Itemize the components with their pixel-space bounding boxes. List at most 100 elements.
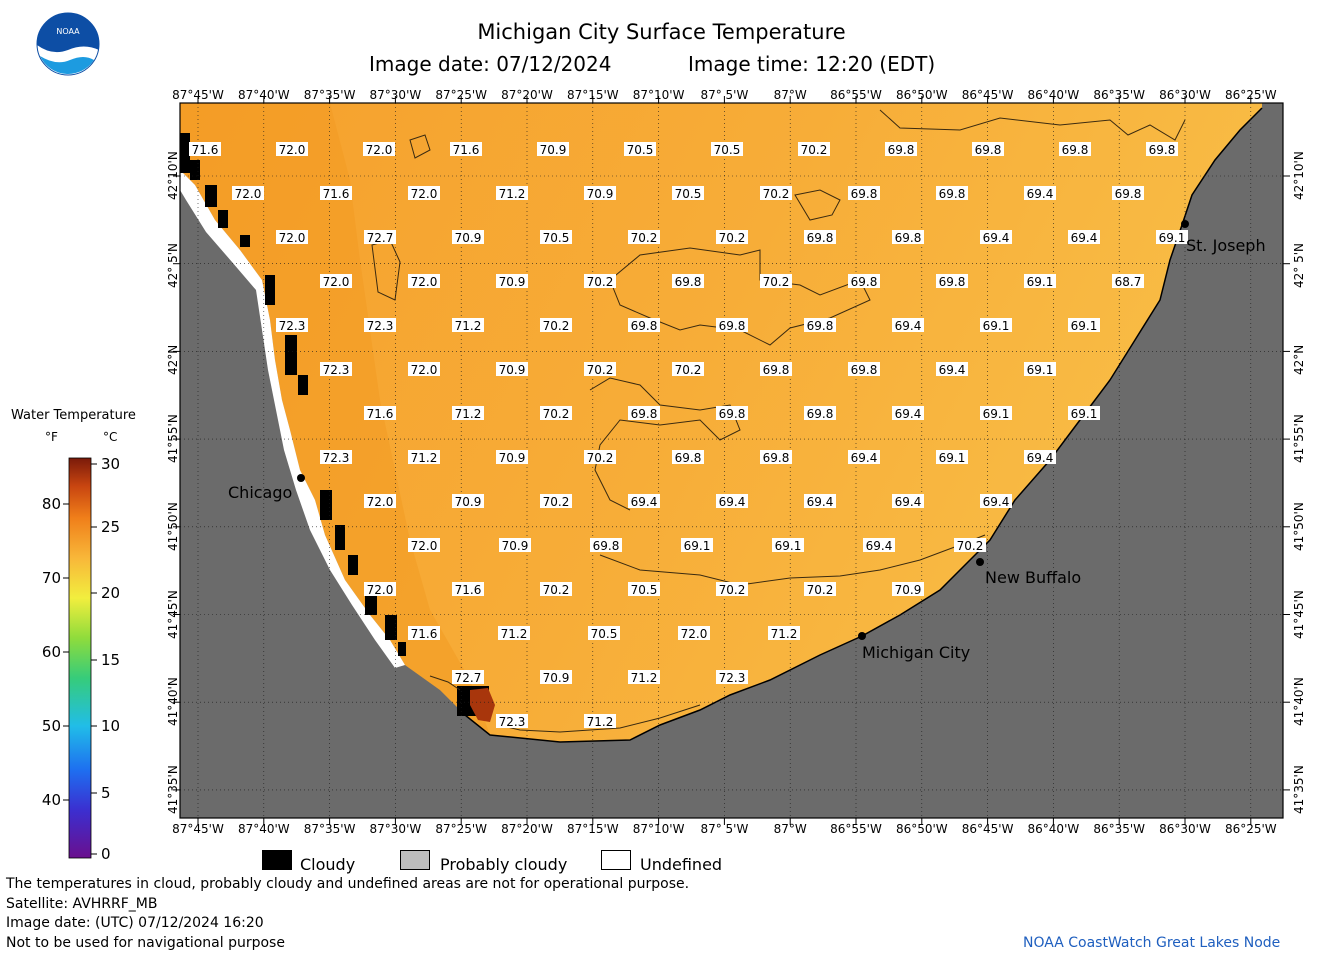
- key-cloudy-label: Cloudy: [300, 855, 356, 874]
- temperature-value: 69.8: [675, 451, 702, 465]
- temperature-value: 71.6: [453, 143, 480, 157]
- temperature-label: 69.4: [848, 450, 880, 465]
- legend-f-tick: 60: [41, 643, 61, 661]
- legend-f-tick: 70: [41, 569, 61, 587]
- temperature-value: 70.5: [631, 583, 658, 597]
- credit-link[interactable]: NOAA CoastWatch Great Lakes Node: [1023, 935, 1281, 951]
- temperature-value: 72.7: [367, 231, 394, 245]
- lon-label-bottom: 87°25'W: [435, 822, 488, 836]
- temperature-value: 69.4: [895, 495, 922, 509]
- temperature-value: 69.8: [807, 407, 834, 421]
- lon-label-bottom: 87°15'W: [566, 822, 619, 836]
- temperature-value: 72.3: [367, 319, 394, 333]
- michigan-city-marker-icon: [858, 632, 866, 640]
- temperature-value: 69.4: [807, 495, 834, 509]
- temperature-value: 70.2: [543, 495, 570, 509]
- temperature-label: 70.2: [540, 582, 572, 597]
- temperature-labels: 71.6 72.0 72.0 71.6 70.9 70.5 70.5 70.2 69.8 69.8…: [189, 142, 1188, 729]
- noaa-logo-text: NOAA: [56, 27, 80, 36]
- new-buffalo-marker-icon: [976, 558, 984, 566]
- temperature-label: 69.8: [760, 450, 792, 465]
- temperature-value: 70.9: [587, 187, 614, 201]
- key-undefined-label: Undefined: [640, 855, 723, 874]
- note-utc-date: Image date: (UTC) 07/12/2024 16:20: [6, 915, 264, 931]
- temperature-value: 69.1: [775, 539, 802, 553]
- temperature-value: 70.5: [543, 231, 570, 245]
- temperature-label: 69.4: [892, 318, 924, 333]
- temperature-value: 69.8: [631, 319, 658, 333]
- temperature-value: 72.0: [411, 275, 438, 289]
- undefined-shoreline: [180, 170, 405, 668]
- legend-c-tick: 10: [101, 717, 121, 735]
- temperature-value: 70.2: [675, 363, 702, 377]
- temperature-value: 71.2: [411, 451, 438, 465]
- temperature-label: 69.1: [980, 318, 1012, 333]
- temperature-label: 72.3: [716, 670, 748, 685]
- lon-label-bottom: 86°55'W: [830, 822, 882, 836]
- temperature-label: 69.8: [1112, 186, 1144, 201]
- temperature-label: 72.7: [364, 230, 396, 245]
- temperature-value: 69.8: [1149, 143, 1176, 157]
- noaa-logo-icon: NOAA: [36, 12, 100, 76]
- legend-title: Water Temperature: [11, 408, 136, 423]
- temperature-label: 72.0: [232, 186, 264, 201]
- note-satellite: Satellite: AVHRRF_MB: [6, 896, 158, 912]
- temperature-label: 72.0: [408, 362, 440, 377]
- temperature-value: 72.0: [366, 143, 393, 157]
- temperature-value: 72.0: [411, 539, 438, 553]
- lat-label-right: 42°10'N: [1292, 151, 1306, 200]
- temperature-value: 69.1: [983, 319, 1010, 333]
- temperature-value: 69.8: [807, 231, 834, 245]
- temperature-label: 69.8: [804, 318, 836, 333]
- temperature-value: 69.4: [983, 231, 1010, 245]
- lat-label-right: 41°55'N: [1292, 414, 1306, 464]
- nearshore-warm-water: [180, 103, 490, 735]
- temperature-value: 71.2: [587, 715, 614, 729]
- temperature-label: 70.9: [496, 450, 528, 465]
- temperature-label: 70.9: [452, 494, 484, 509]
- temperature-value: 70.9: [499, 275, 526, 289]
- lon-label-bottom: 86°40'W: [1027, 822, 1080, 836]
- temperature-label: 69.8: [804, 406, 836, 421]
- lat-label-left: 41°55'N: [166, 414, 180, 464]
- temperature-value: 69.8: [675, 275, 702, 289]
- temperature-label: 69.8: [590, 538, 622, 553]
- temperature-label: 71.6: [452, 582, 484, 597]
- temperature-label: 71.6: [450, 142, 482, 157]
- temperature-value: 72.0: [235, 187, 262, 201]
- temperature-label: 70.5: [672, 186, 704, 201]
- temperature-label: 70.2: [798, 142, 830, 157]
- lon-label-bottom: 86°45'W: [961, 822, 1014, 836]
- temperature-label: 70.5: [588, 626, 620, 641]
- temperature-label: 70.9: [496, 274, 528, 289]
- temperature-value: 69.8: [763, 451, 790, 465]
- temperature-value: 70.2: [807, 583, 834, 597]
- temperature-label: 69.8: [936, 186, 968, 201]
- place-st-joseph: St. Joseph: [1186, 236, 1266, 255]
- temperature-value: 69.4: [983, 495, 1010, 509]
- temperature-value: 69.8: [719, 319, 746, 333]
- lon-label-bottom: 87° 5'W: [700, 822, 749, 836]
- temperature-label: 69.8: [760, 362, 792, 377]
- temperature-label: 69.8: [628, 406, 660, 421]
- legend-color-bar: [63, 457, 97, 859]
- temperature-value: 71.2: [631, 671, 658, 685]
- temperature-value: 71.6: [367, 407, 394, 421]
- temperature-value: 72.0: [367, 583, 394, 597]
- temperature-label: 69.4: [936, 362, 968, 377]
- lat-label-left: 41°40'N: [166, 677, 180, 727]
- temperature-label: 69.8: [672, 274, 704, 289]
- temperature-value: 69.4: [631, 495, 658, 509]
- temperature-value: 71.6: [323, 187, 350, 201]
- temperature-label: 71.6: [408, 626, 440, 641]
- lat-label-left: 41°45'N: [166, 589, 180, 639]
- temperature-value: 70.5: [714, 143, 741, 157]
- temperature-label: 71.2: [496, 186, 528, 201]
- temperature-value: 70.9: [502, 539, 529, 553]
- temperature-label: 69.8: [672, 450, 704, 465]
- legend-c-tick: 25: [101, 518, 121, 536]
- temperature-label: 72.3: [496, 714, 528, 729]
- temperature-label: 70.5: [711, 142, 743, 157]
- temperature-value: 71.6: [192, 143, 219, 157]
